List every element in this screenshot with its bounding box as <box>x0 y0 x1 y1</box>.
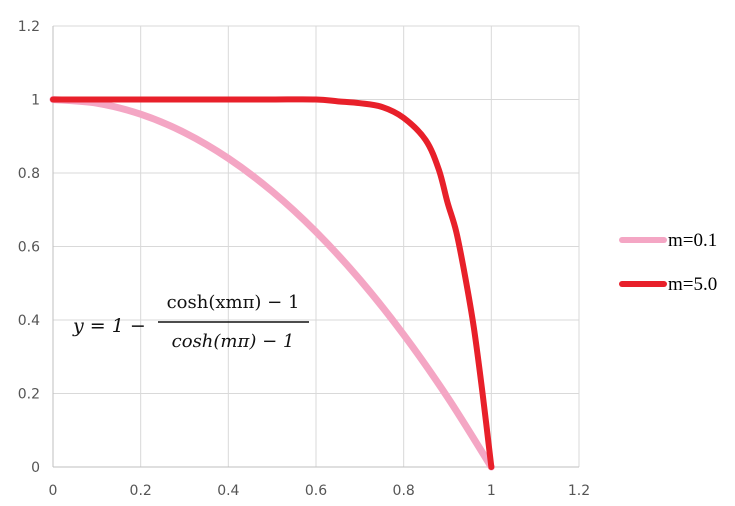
tick-labels: 0 0.2 0.4 0.6 0.8 1 1.2 0 0.2 0.4 0.6 0.8 1 1.2 <box>18 19 590 499</box>
equation-lhs: y = 1 − <box>72 315 146 337</box>
x-tick-label: 0.8 <box>393 483 415 499</box>
x-tick-label: 0.4 <box>217 483 239 499</box>
equation-annotation: y = 1 − cosh(xmπ) − 1 cosh(mπ) − 1 <box>72 292 309 352</box>
x-tick-label: 1.2 <box>568 483 590 499</box>
legend-label-m01: m=0.1 <box>668 230 717 251</box>
series-lines <box>49 96 495 471</box>
equation-numerator: cosh(xmπ) − 1 <box>167 292 300 313</box>
series-shadow-line <box>54 99 494 469</box>
series-line-1 <box>50 96 495 470</box>
x-tick-label: 0.6 <box>305 483 327 499</box>
x-tick-label: 0 <box>49 483 58 499</box>
legend: m=0.1 m=5.0 <box>619 230 717 295</box>
y-tick-label: 0.2 <box>18 387 40 403</box>
y-tick-label: 0.8 <box>18 166 40 182</box>
y-tick-label: 1 <box>31 93 40 109</box>
grid <box>53 25 580 467</box>
y-tick-label: 0.4 <box>18 313 40 329</box>
series-shadow-line <box>54 99 494 469</box>
x-tick-label: 0.2 <box>130 483 152 499</box>
y-tick-label: 1.2 <box>18 19 40 35</box>
y-tick-label: 0.6 <box>18 240 40 256</box>
legend-label-m50: m=5.0 <box>668 274 717 295</box>
y-tick-label: 0 <box>31 460 40 476</box>
x-tick-label: 1 <box>487 483 496 499</box>
equation-denominator: cosh(mπ) − 1 <box>172 331 295 352</box>
series-line-0 <box>49 96 495 471</box>
